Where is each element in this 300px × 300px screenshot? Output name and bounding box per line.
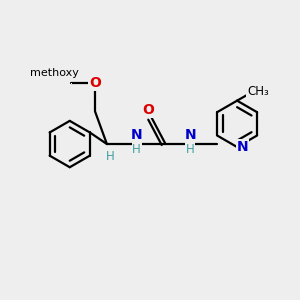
Text: CH₃: CH₃: [247, 85, 269, 98]
Text: H: H: [186, 143, 194, 156]
Text: methoxy: methoxy: [70, 70, 76, 72]
Text: methoxy: methoxy: [31, 68, 79, 78]
Text: H: H: [132, 143, 141, 156]
Text: H: H: [106, 150, 114, 163]
Text: N: N: [237, 140, 248, 154]
Text: N: N: [184, 128, 196, 142]
Text: O: O: [89, 76, 101, 90]
Text: N: N: [131, 128, 142, 142]
Text: O: O: [71, 82, 72, 84]
Text: methoxy: methoxy: [55, 71, 61, 73]
Text: methoxy: methoxy: [68, 70, 74, 71]
Text: methoxy: methoxy: [71, 69, 77, 70]
Text: O: O: [142, 103, 154, 117]
